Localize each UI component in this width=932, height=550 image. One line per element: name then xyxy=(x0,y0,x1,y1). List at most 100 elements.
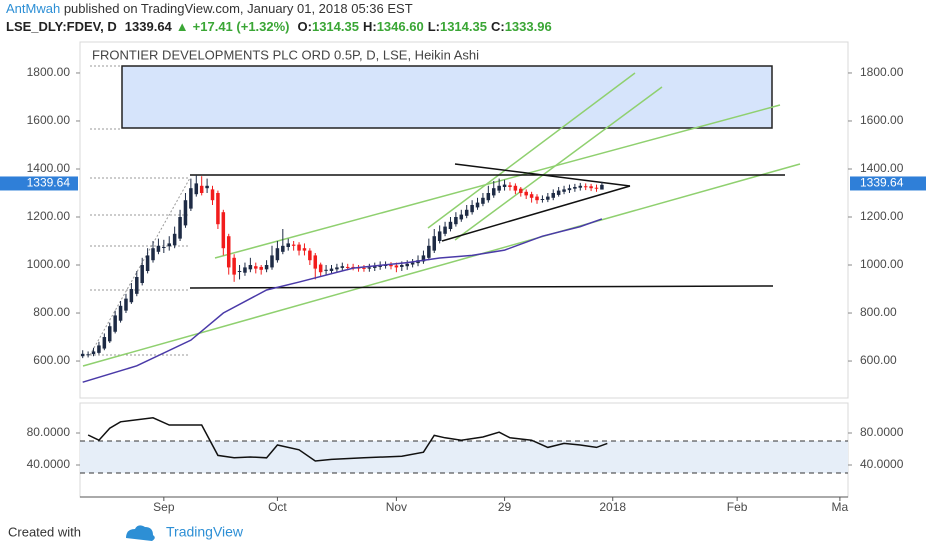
y-tick-label: 800.00 xyxy=(860,305,897,319)
candle-body xyxy=(524,191,528,196)
x-tick-label: Oct xyxy=(268,500,287,514)
footer-text: Created with xyxy=(8,524,81,539)
y-tick-label: 600.00 xyxy=(860,353,897,367)
y-tick-label: 40.0000 xyxy=(27,457,71,471)
author[interactable]: AntMwah xyxy=(6,1,60,16)
candle-body xyxy=(470,204,474,213)
ohlc-value: 1314.35 xyxy=(312,19,359,34)
candle-body xyxy=(129,289,134,303)
candle-body xyxy=(535,196,539,201)
candle-body xyxy=(162,247,166,249)
candle-body xyxy=(448,221,453,230)
candle-body xyxy=(600,184,604,190)
candle-body xyxy=(232,257,236,275)
candle-body xyxy=(443,226,447,234)
candle-body xyxy=(491,188,496,196)
candle-body xyxy=(475,202,480,208)
candle-body xyxy=(427,245,431,258)
candle-body xyxy=(567,188,572,191)
candle-body xyxy=(373,266,377,268)
ohlc-label: C: xyxy=(491,19,505,34)
candle-body xyxy=(199,185,204,193)
candle-body xyxy=(135,277,139,294)
candle-body xyxy=(562,189,566,192)
candle-body xyxy=(335,267,339,270)
candle-body xyxy=(546,196,550,200)
x-tick-label: Sep xyxy=(153,500,175,514)
candle-body xyxy=(551,192,555,198)
candle-body xyxy=(389,265,393,267)
brand[interactable]: TradingView xyxy=(166,524,244,540)
logo xyxy=(126,525,155,541)
candle-body xyxy=(583,186,588,188)
candle-body xyxy=(481,197,485,204)
candle-body xyxy=(172,233,177,246)
candle-body xyxy=(80,353,85,357)
candle-body xyxy=(540,198,545,200)
y-tick-label: 1200.00 xyxy=(27,209,71,223)
symbol-legend: LSE_DLY:FDEV, D 1339.64 ▲ +17.41 (+1.32%) O:… xyxy=(6,19,552,34)
candle-body xyxy=(454,216,458,225)
change: +17.41 (+1.32%) xyxy=(193,19,290,34)
candle-body xyxy=(97,345,101,353)
candle-body xyxy=(432,236,437,251)
candle-body xyxy=(248,265,253,270)
price-tag: 1339.64 xyxy=(860,176,904,190)
x-tick-label: 2018 xyxy=(599,500,626,514)
price-tag-bg xyxy=(0,176,78,191)
candle-body xyxy=(216,192,220,225)
y-tick-label: 1400.00 xyxy=(27,161,71,175)
candle-body xyxy=(275,248,280,261)
candle-body xyxy=(145,255,150,272)
candle-body xyxy=(345,266,350,268)
ohlc-value: 1346.60 xyxy=(377,19,424,34)
candle-body xyxy=(486,192,491,201)
moving-average xyxy=(82,218,603,383)
candle-body xyxy=(508,185,512,187)
y-tick-label: 80.0000 xyxy=(27,425,71,439)
y-tick-label: 600.00 xyxy=(33,353,70,367)
y-tick-label: 1600.00 xyxy=(860,113,904,127)
zone-box xyxy=(121,65,773,129)
candle-body xyxy=(140,265,144,284)
candle-body xyxy=(167,243,171,247)
candle-body xyxy=(594,187,599,189)
candle-body xyxy=(259,266,263,270)
candle-body xyxy=(194,183,199,195)
main-pane xyxy=(79,41,849,399)
y-tick-label: 1800.00 xyxy=(27,65,71,79)
y-tick-label: 800.00 xyxy=(33,305,70,319)
candle-body xyxy=(91,351,96,355)
candle-body xyxy=(313,255,318,269)
x-tick-label: 29 xyxy=(498,500,512,514)
candle-body xyxy=(556,190,561,195)
candle-body xyxy=(318,264,323,273)
published: published on TradingView.com, January 01… xyxy=(60,1,412,16)
candle-body xyxy=(237,271,242,273)
candle-body xyxy=(497,185,501,191)
candle-body xyxy=(405,263,409,267)
candle-body xyxy=(270,255,274,268)
candle-body xyxy=(410,262,415,265)
chart-title: FRONTIER DEVELOPMENTS PLC ORD 0.5P, D, L… xyxy=(92,47,479,62)
candle-body xyxy=(102,337,107,349)
price-tag: 1339.64 xyxy=(27,176,71,190)
y-tick-label: 1800.00 xyxy=(860,65,904,79)
candle-body xyxy=(502,184,507,187)
candle-body xyxy=(254,266,258,269)
candle-body xyxy=(324,269,328,271)
candle-body xyxy=(107,326,112,342)
x-tick-label: Ma xyxy=(832,500,849,514)
candle-body xyxy=(151,248,155,261)
candle-body xyxy=(205,185,209,189)
indicator-band xyxy=(80,441,848,473)
fib-levels xyxy=(89,65,191,356)
change-arrow: ▲ xyxy=(176,19,189,34)
ohlc-label: H: xyxy=(363,19,377,34)
ohlc-value: 1314.35 xyxy=(440,19,487,34)
candle-body xyxy=(156,245,161,252)
y-tick-label: 1000.00 xyxy=(860,257,904,271)
y-tick-label: 40.0000 xyxy=(860,457,904,471)
candle-body xyxy=(264,265,269,270)
